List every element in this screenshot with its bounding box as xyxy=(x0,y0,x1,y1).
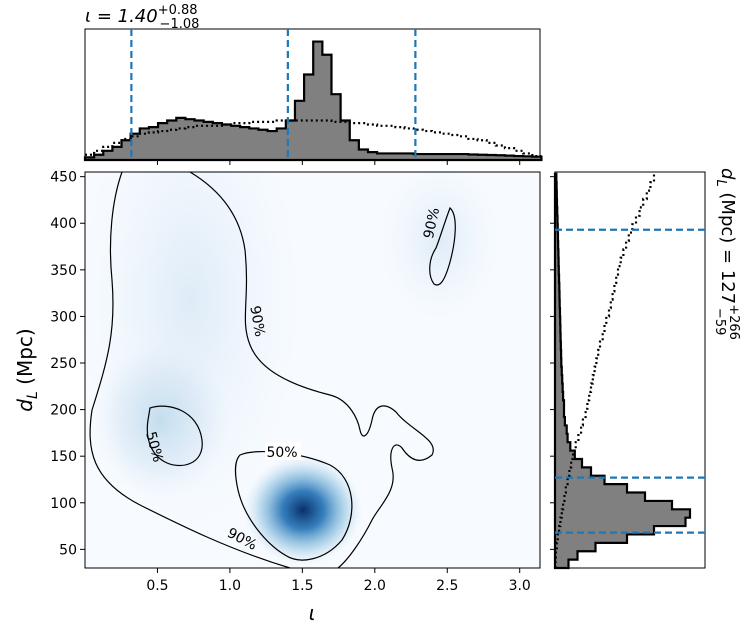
contour-label-50-peak: 50% xyxy=(266,445,297,461)
joint-density-panel: 50% 50% 90% 90% 90% xyxy=(84,171,541,569)
contour-label-90-mid: 90% xyxy=(246,305,267,338)
y-axis-label: dL (Mpc) xyxy=(13,328,41,411)
dl-marginal-panel xyxy=(553,171,706,570)
x-tick-label: 0.5 xyxy=(146,578,168,594)
contour-90-outer-left xyxy=(89,172,291,568)
y-tick-label: 200 xyxy=(50,403,77,419)
x-axis-label: ι xyxy=(309,601,316,625)
iota-histogram xyxy=(83,40,543,162)
x-tick-label: 2.5 xyxy=(436,578,458,594)
contour-90-outer-right xyxy=(189,172,434,568)
dl-title: dL (Mpc) = 127+266−59 xyxy=(712,168,741,340)
y-tick-label: 100 xyxy=(50,496,77,512)
joint-frame xyxy=(84,171,541,569)
x-tick-label: 3.0 xyxy=(509,578,531,594)
x-axis: 0.5 1.0 1.5 2.0 2.5 3.0 xyxy=(146,160,531,594)
contour-label-90-island: 90% xyxy=(421,206,443,240)
iota-title: ι = 1.40+0.88 −1.08 xyxy=(85,3,199,32)
y-tick-label: 50 xyxy=(59,542,77,558)
x-tick-label: 1.5 xyxy=(291,578,313,594)
y-tick-label: 450 xyxy=(50,170,77,186)
iota-marginal-panel xyxy=(83,28,543,162)
y-axis: 50 100 150 200 250 300 350 400 450 xyxy=(50,170,555,558)
y-tick-label: 150 xyxy=(50,449,77,465)
density-lobe-left xyxy=(90,340,230,500)
density-lobe-right xyxy=(380,172,500,320)
y-tick-label: 400 xyxy=(50,216,77,232)
x-tick-label: 2.0 xyxy=(364,578,386,594)
iota-prior xyxy=(85,119,542,158)
dl-histogram xyxy=(553,172,692,570)
y-tick-label: 250 xyxy=(50,356,77,372)
contour-90-island xyxy=(429,206,456,286)
dl-prior xyxy=(554,173,656,568)
contour-label-bg xyxy=(265,442,301,460)
y-tick-label: 350 xyxy=(50,263,77,279)
x-tick-label: 1.0 xyxy=(219,578,241,594)
contour-50-peak xyxy=(234,451,353,561)
density-peak xyxy=(243,455,363,565)
y-tick-label: 300 xyxy=(50,309,77,325)
contour-label-50-left: 50% xyxy=(142,430,166,464)
contour-50-left xyxy=(146,405,203,467)
